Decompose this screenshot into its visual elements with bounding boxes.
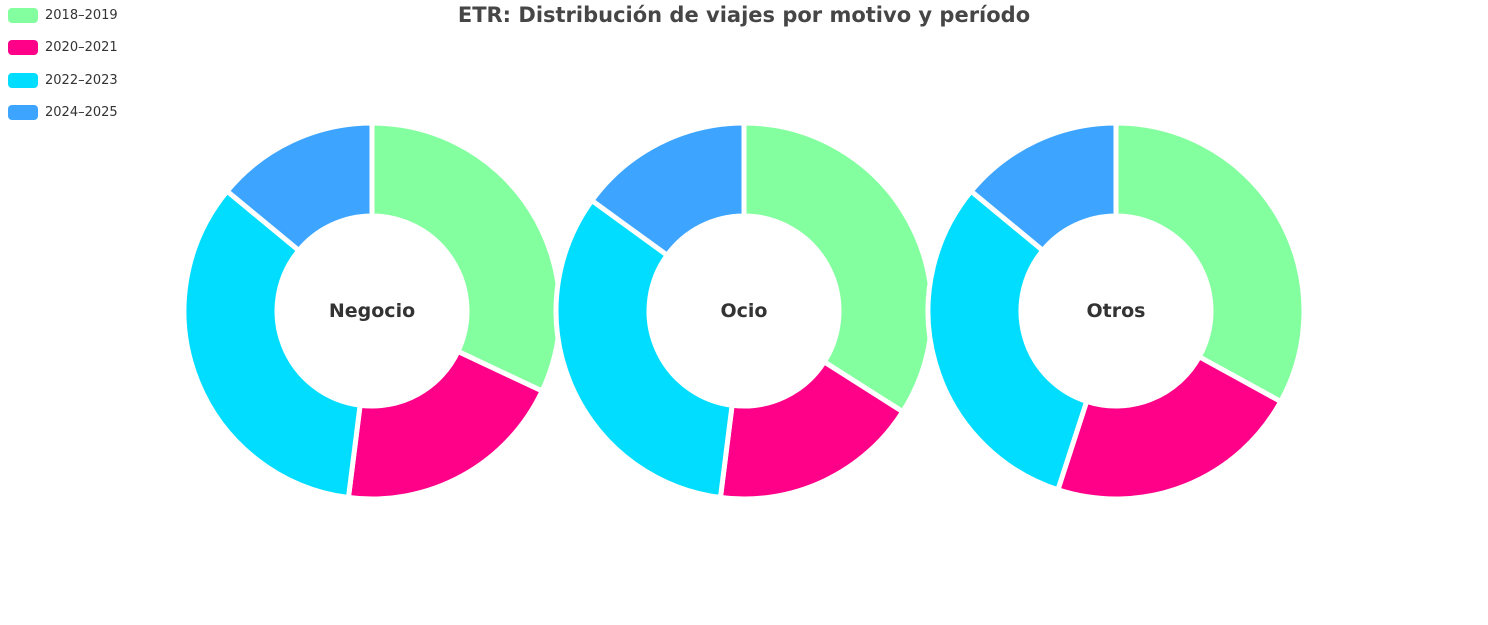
center-label-ocio: Ocio [721,300,768,322]
donut-ocio: Ocio [553,120,935,502]
center-label-negocio: Negocio [329,300,415,322]
slice-ocio-2018-2019[interactable] [741,120,935,415]
slice-negocio-2020-2021[interactable] [345,348,545,502]
center-label-otros: Otros [1087,300,1146,322]
slice-otros-2022-2023[interactable] [925,188,1090,493]
slice-ocio-2022-2023[interactable] [553,197,735,501]
legend-label: 2024–2025 [45,105,118,120]
donut-otros: Otros [925,120,1307,502]
legend-label: 2018–2019 [45,7,118,23]
slice-ocio-2020-2021[interactable] [717,359,906,502]
slice-negocio-2022-2023[interactable] [181,188,363,501]
legend-label: 2020–2021 [45,40,118,55]
legend-label: 2022–2023 [45,72,118,88]
slice-negocio-2018-2019[interactable] [369,120,563,394]
legend-item-2018-2019[interactable]: 2018–2019 [8,5,118,25]
legend: 2018–2019 2020–2021 2022–2023 2024–2025 [8,5,118,135]
legend-swatch [8,105,38,120]
legend-swatch [8,40,38,55]
slice-ocio-2024-2025[interactable] [589,120,747,258]
slice-otros-2024-2025[interactable] [968,120,1119,253]
donut-negocio: Negocio [181,120,563,502]
slice-otros-2020-2021[interactable] [1055,354,1284,502]
legend-item-2020-2021[interactable]: 2020–2021 [8,38,118,58]
legend-swatch [8,72,38,88]
legend-swatch [8,7,38,23]
slice-negocio-2024-2025[interactable] [224,120,375,253]
chart-title: ETR: Distribución de viajes por motivo y… [457,3,1031,27]
slice-otros-2018-2019[interactable] [1113,120,1307,405]
legend-item-2024-2025[interactable]: 2024–2025 [8,103,118,123]
legend-item-2022-2023[interactable]: 2022–2023 [8,70,118,90]
